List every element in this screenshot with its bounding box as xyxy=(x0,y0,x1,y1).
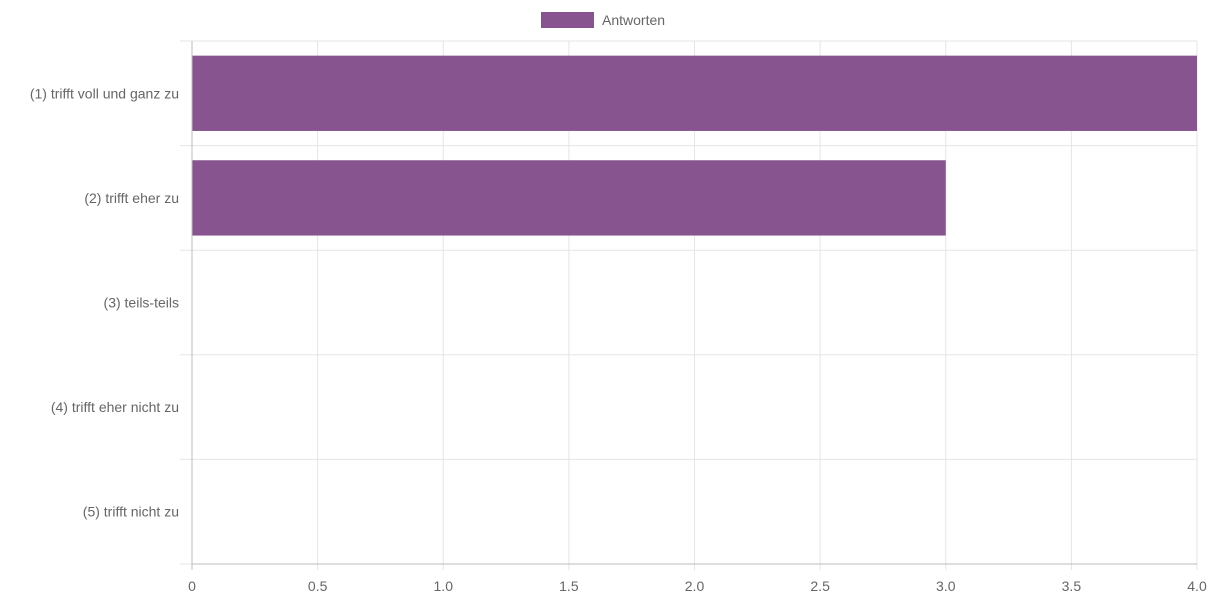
y-category-label: (1) trifft voll und ganz zu xyxy=(30,85,179,101)
bar[interactable] xyxy=(192,55,1197,131)
x-tick-label: 1.5 xyxy=(559,578,579,594)
x-tick-label: 3.0 xyxy=(936,578,956,594)
y-category-label: (5) trifft nicht zu xyxy=(83,504,179,520)
x-tick-label: 3.5 xyxy=(1062,578,1082,594)
x-tick-label: 1.0 xyxy=(434,578,454,594)
x-tick-label: 2.5 xyxy=(810,578,830,594)
y-category-label: (4) trifft eher nicht zu xyxy=(51,399,179,415)
x-tick-label: 2.0 xyxy=(685,578,705,594)
x-tick-label: 0 xyxy=(188,578,196,594)
legend-swatch-antworten[interactable] xyxy=(541,12,594,28)
y-category-label: (3) teils-teils xyxy=(104,295,179,311)
legend[interactable]: Antworten xyxy=(541,12,665,28)
bar[interactable] xyxy=(192,160,946,236)
x-tick-label: 4.0 xyxy=(1187,578,1207,594)
y-category-label: (2) trifft eher zu xyxy=(84,190,179,206)
bars xyxy=(192,55,1197,236)
x-tick-label: 0.5 xyxy=(308,578,328,594)
legend-label-antworten[interactable]: Antworten xyxy=(602,12,665,28)
axes: 0 0.5 1.0 1.5 2.0 2.5 3.0 3.5 4.0 (1) trifft voll… xyxy=(30,41,1207,594)
